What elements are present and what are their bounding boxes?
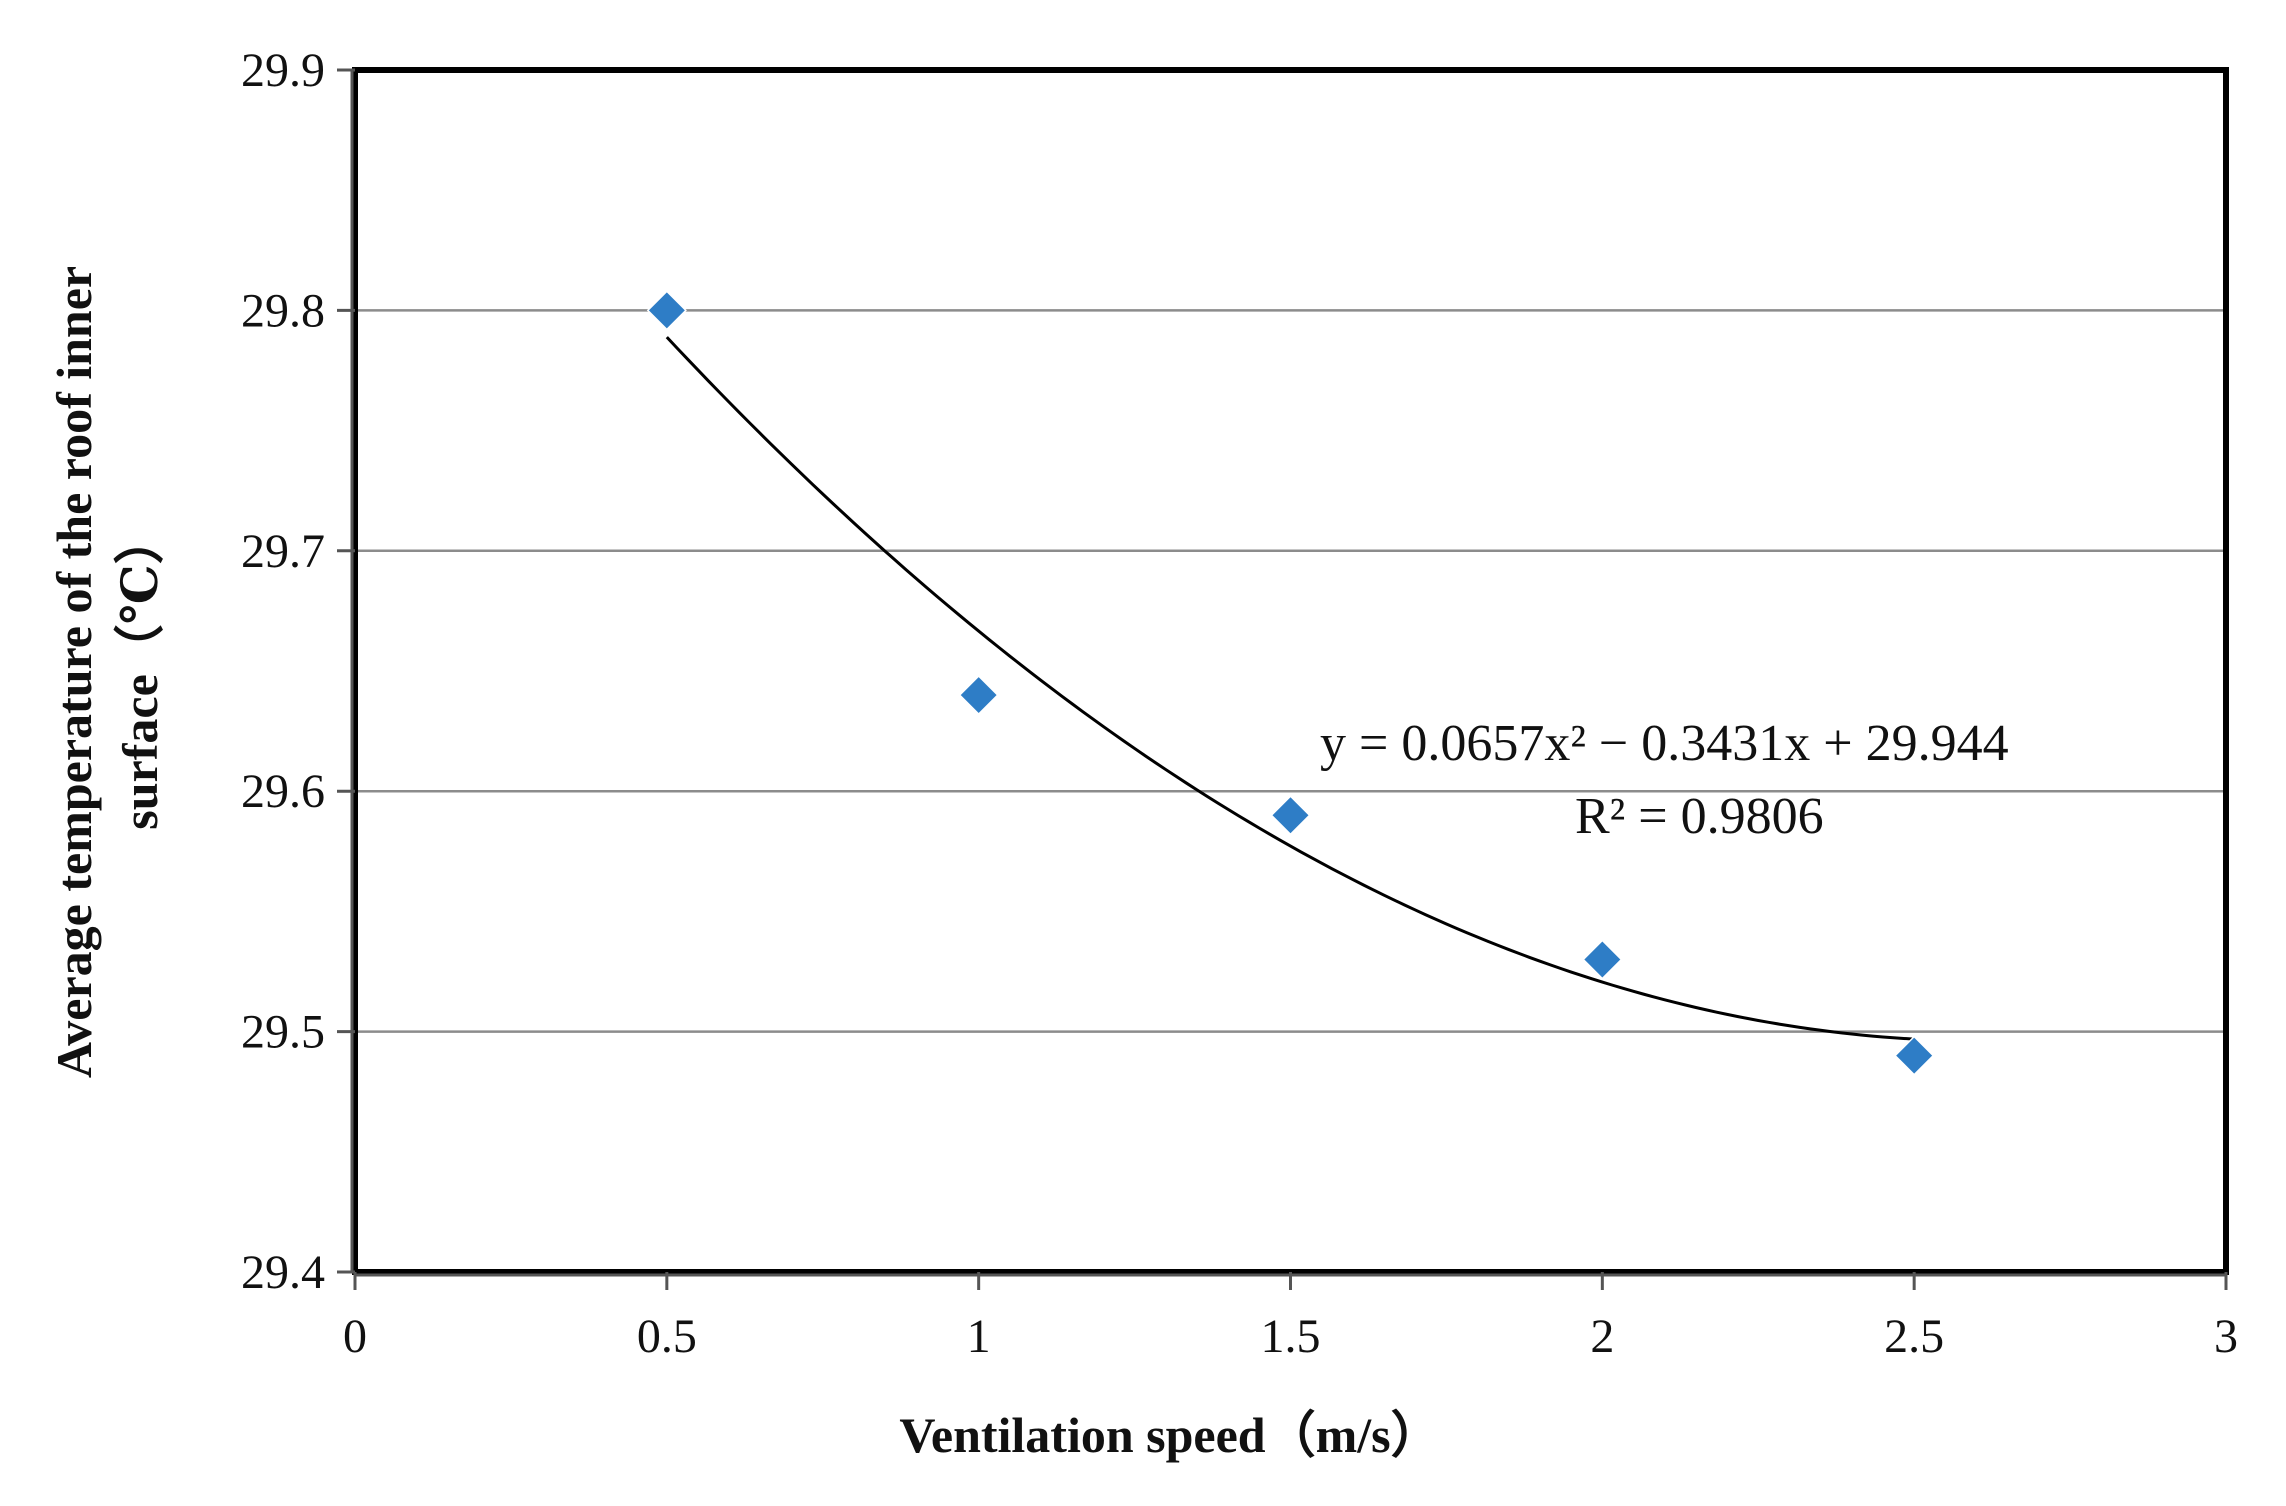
data-point (958, 674, 999, 716)
trendline-layer (665, 336, 1915, 1041)
x-tick-label: 1 (967, 1310, 991, 1363)
x-tick-label: 3 (2214, 1310, 2238, 1363)
plot-area-frame (352, 67, 2229, 1275)
y-tick-label: 29.6 (241, 765, 325, 818)
y-tick-label: 29.5 (241, 1006, 325, 1059)
data-point (1894, 1035, 1935, 1076)
y-axis-title: Average temperature of the roof inner su… (46, 266, 168, 1078)
y-axis-title-line-2: surface（℃） (112, 514, 168, 829)
data-point (646, 290, 687, 331)
x-tick-label: 2 (1590, 1310, 1614, 1363)
y-axis-title-line-1: Average temperature of the roof inner (46, 266, 102, 1078)
trendline-equation: y = 0.0657x² − 0.3431x + 29.944 (1320, 715, 2009, 772)
data-point (1582, 939, 1623, 980)
axes (337, 68, 2228, 1290)
tick-labels: 29.4 29.5 29.6 29.7 29.8 29.9 0 0.5 1 1.5 2 2.5 3 (241, 44, 2238, 1363)
x-tick-label: 0.5 (637, 1310, 697, 1363)
data-points (646, 290, 1935, 1076)
x-tick-label: 1.5 (1261, 1310, 1321, 1363)
trendline-curve (665, 336, 1915, 1041)
x-tick-label: 0 (343, 1310, 367, 1363)
y-tick-label: 29.4 (241, 1246, 325, 1299)
y-tick-label: 29.8 (241, 284, 325, 337)
data-point (1270, 795, 1311, 836)
x-axis-title: Ventilation speed（m/s） (899, 1407, 1440, 1463)
trendline-r-squared: R² = 0.9806 (1575, 788, 1824, 845)
y-tick-label: 29.7 (241, 525, 325, 578)
x-tick-label: 2.5 (1884, 1310, 1944, 1363)
y-tick-label: 29.9 (241, 44, 325, 97)
gridlines (355, 309, 2226, 1033)
